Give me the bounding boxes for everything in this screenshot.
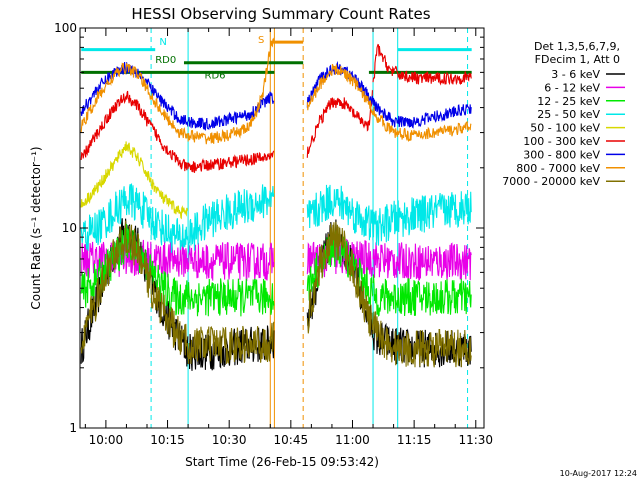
- legend-header: FDecim 1, Att 0: [535, 53, 620, 66]
- y-tick-label: 1: [69, 421, 77, 435]
- legend-label: 7000 - 20000 keV: [502, 175, 600, 188]
- series-line-7: [187, 37, 275, 145]
- legend-label: 800 - 7000 keV: [516, 162, 600, 175]
- status-flags: [81, 40, 472, 74]
- series-line-8: [80, 220, 189, 358]
- flag-annotation: RD0: [155, 55, 176, 66]
- legend-label: 12 - 25 keV: [537, 95, 600, 108]
- series-line-8: [372, 311, 472, 368]
- series-line-5: [306, 89, 374, 158]
- x-tick-label: 10:30: [212, 433, 247, 447]
- y-axis-ticks: 1 10 100: [54, 21, 484, 435]
- series-line-4: [80, 141, 189, 220]
- x-tick-label: 11:15: [397, 433, 432, 447]
- series-line-1: [372, 242, 472, 281]
- legend: Det 1,3,5,6,7,9,FDecim 1, Att 0 3 - 6 keV…: [502, 40, 625, 188]
- series-line-8: [187, 321, 275, 364]
- legend-label: 100 - 300 keV: [523, 135, 600, 148]
- flag-annotation: RD6: [205, 70, 226, 81]
- series-group: [80, 37, 472, 371]
- x-tick-label: 11:00: [335, 433, 370, 447]
- x-tick-label: 10:45: [274, 433, 309, 447]
- flag-annotation: N: [159, 37, 166, 48]
- series-line-8: [306, 221, 374, 337]
- flag-annotation: S: [258, 35, 264, 46]
- timestamp: 10-Aug-2017 12:24: [560, 469, 637, 478]
- legend-label: 3 - 6 keV: [551, 68, 600, 81]
- legend-label: 300 - 800 keV: [523, 148, 600, 161]
- series-line-7: [372, 106, 472, 143]
- x-axis-label: Start Time (26-Feb-15 09:53:42): [185, 455, 379, 469]
- y-tick-label: 10: [62, 221, 77, 235]
- series-line-6: [306, 60, 374, 108]
- x-tick-label: 10:15: [150, 433, 185, 447]
- series-line-3: [187, 184, 275, 253]
- series-line-2: [306, 229, 374, 306]
- series-line-1: [187, 241, 275, 282]
- x-tick-label: 10:00: [89, 433, 124, 447]
- series-line-3: [372, 191, 472, 246]
- series-line-6: [372, 97, 472, 129]
- series-line-5: [80, 90, 189, 172]
- series-line-6: [80, 61, 189, 127]
- series-line-7: [306, 63, 374, 115]
- y-tick-label: 100: [54, 21, 77, 35]
- x-axis-ticks: 10:00 10:15 10:30 10:45 11:00 11:15 11:30: [84, 28, 493, 447]
- series-line-7: [80, 62, 189, 139]
- annotations: N RD0 RD6 S: [155, 35, 264, 81]
- legend-label: 25 - 50 keV: [537, 108, 600, 121]
- legend-header: Det 1,3,5,6,7,9,: [534, 40, 620, 53]
- y-axis-label: Count Rate (s⁻¹ detector⁻¹): [29, 146, 43, 309]
- series-line-5: [372, 43, 472, 86]
- series-line-2: [187, 278, 275, 317]
- x-tick-label: 11:30: [458, 433, 493, 447]
- series-line-5: [187, 150, 275, 173]
- series-line-2: [372, 274, 472, 317]
- legend-label: 50 - 100 keV: [530, 122, 600, 135]
- series-line-3: [80, 183, 189, 254]
- legend-label: 6 - 12 keV: [544, 81, 600, 94]
- chart-title: HESSI Observing Summary Count Rates: [131, 5, 430, 23]
- series-line-3: [306, 184, 374, 241]
